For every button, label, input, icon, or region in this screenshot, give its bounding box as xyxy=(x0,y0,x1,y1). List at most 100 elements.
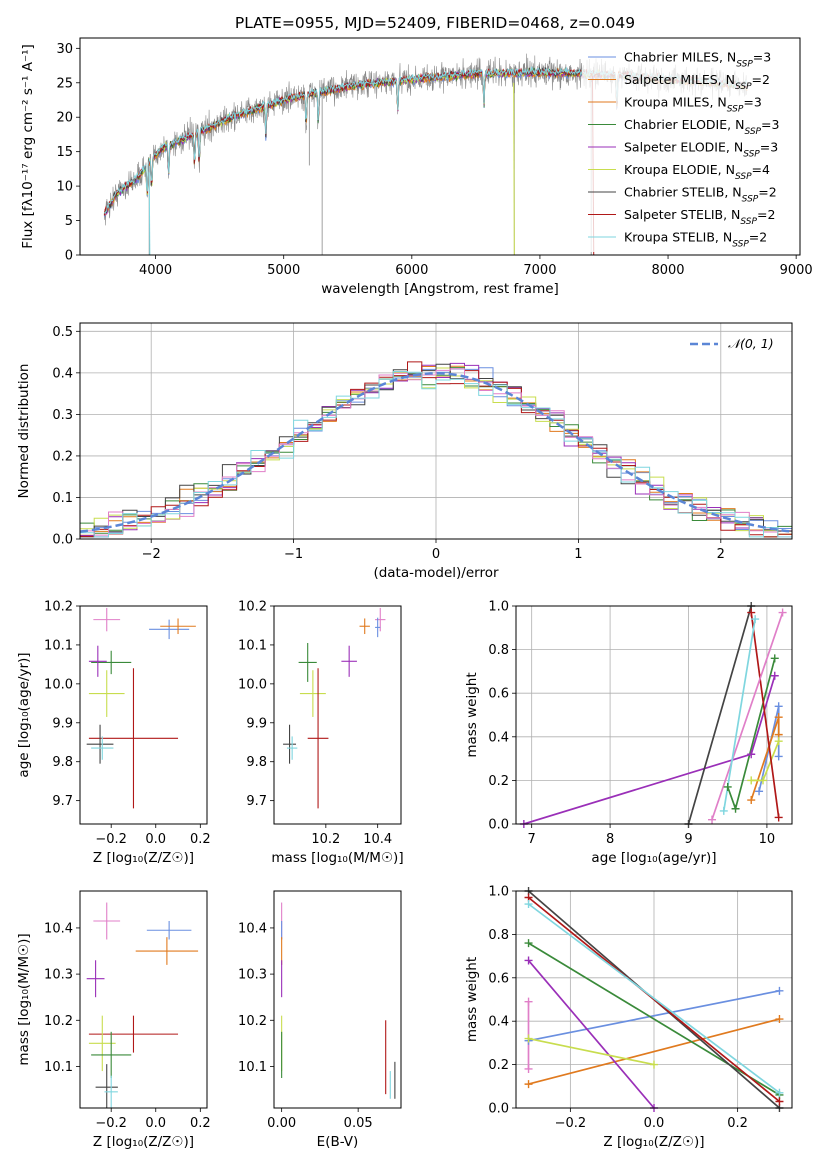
y-tick-label: 0.4 xyxy=(488,730,509,745)
plus-marker xyxy=(524,956,533,965)
data-point xyxy=(160,618,196,635)
x-tick-label: 9000 xyxy=(780,263,813,278)
legend-label: Kroupa STELIB, NSSP=2 xyxy=(624,230,767,250)
plus-marker xyxy=(650,1060,658,1069)
x-axis-label: (data-model)/error xyxy=(373,565,499,581)
legend-label: Salpeter STELIB, NSSP=2 xyxy=(624,207,775,227)
x-tick-label: 6000 xyxy=(395,263,428,278)
y-axis-label: mass weight xyxy=(464,957,480,1042)
x-tick-label: 4000 xyxy=(139,263,172,278)
plus-marker xyxy=(747,796,756,805)
x-axis-label: Z [log₁₀(Z/Z☉)] xyxy=(93,1134,194,1150)
y-tick-label: 10.2 xyxy=(238,1014,267,1029)
spectrum-panel: 4000 5000 6000 7000 8000 9000 0 5 10 15 20 25 30 wave… xyxy=(20,37,813,297)
x-tick-label: 10 xyxy=(759,832,776,847)
legend-label: Chabrier STELIB, NSSP=2 xyxy=(624,185,777,205)
plus-marker xyxy=(723,782,732,791)
legend-label: Chabrier MILES, NSSP=3 xyxy=(624,50,771,70)
y-tick-label: 0.4 xyxy=(488,1015,509,1030)
plot-area xyxy=(281,902,396,1099)
plus-marker xyxy=(774,813,783,822)
x-tick-label: 10.4 xyxy=(363,832,392,847)
y-tick-label: 10.0 xyxy=(44,677,73,692)
x-tick-label: 7 xyxy=(528,832,536,847)
weight-line xyxy=(527,896,781,1103)
plot-area xyxy=(523,606,784,824)
plus-marker xyxy=(524,1034,533,1043)
plus-marker xyxy=(778,608,787,617)
model-cutoff-line xyxy=(513,82,515,255)
x-tick-label: 0.2 xyxy=(190,1116,211,1131)
y-tick-label: 0.6 xyxy=(488,971,509,986)
plus-marker xyxy=(775,1097,784,1106)
plus-marker xyxy=(524,1080,533,1089)
y-tick-label: 0.2 xyxy=(488,1058,509,1073)
x-tick-label: 0.0 xyxy=(145,832,166,847)
x-tick-label: 0.0 xyxy=(145,1116,166,1131)
plus-marker xyxy=(747,776,756,785)
weight-line xyxy=(528,942,780,1096)
legend-box xyxy=(582,44,792,252)
y-tick-label: 10.2 xyxy=(44,1014,73,1029)
plus-marker xyxy=(770,654,779,663)
legend-label: Salpeter ELODIE, NSSP=3 xyxy=(624,140,778,160)
y-tick-label: 5 xyxy=(65,214,73,229)
plus-marker xyxy=(775,1088,784,1097)
legend-label: Kroupa ELODIE, NSSP=4 xyxy=(624,162,770,182)
data-point xyxy=(93,902,121,940)
plus-marker xyxy=(747,750,756,759)
data-point xyxy=(91,736,114,760)
data-point xyxy=(104,1075,118,1108)
data-point xyxy=(375,617,381,638)
histogram-step xyxy=(80,371,792,539)
y-tick-label: 10.3 xyxy=(44,968,73,983)
weight-line xyxy=(528,1037,655,1066)
y-tick-label: 0.5 xyxy=(52,325,73,340)
y-tick-label: 9.7 xyxy=(246,794,267,809)
legend-label: 𝒩(0, 1) xyxy=(728,336,774,351)
x-axis-label: Z [log₁₀(Z/Z☉)] xyxy=(93,850,194,866)
x-tick-label: 9 xyxy=(684,832,692,847)
y-tick-label: 10.1 xyxy=(44,1060,73,1075)
y-tick-label: 9.7 xyxy=(52,794,73,809)
mass-vs-ebv-panel: 0.00 0.05 10.1 10.2 10.3 10.4 E(B-V) xyxy=(238,890,402,1150)
residuals-panel: −2 −1 0 1 2 0.0 0.1 0.2 0.3 0.4 0.5 (data-model)/er… xyxy=(16,322,793,581)
weight-line xyxy=(687,606,753,824)
y-axis-label: mass weight xyxy=(464,672,480,757)
y-axis-label: Normed distribution xyxy=(16,364,32,499)
axes-frame xyxy=(273,890,402,1109)
y-tick-label: 0.0 xyxy=(488,1102,509,1117)
data-point xyxy=(86,724,114,764)
weight-line xyxy=(527,903,781,1094)
data-point xyxy=(91,1031,132,1078)
y-tick-label: 10.0 xyxy=(238,677,267,692)
plus-marker xyxy=(770,671,779,680)
axes-frame xyxy=(79,890,208,1109)
weight-line xyxy=(527,959,655,1108)
x-tick-label: 0.0 xyxy=(644,1116,665,1131)
y-tick-label: 9.9 xyxy=(246,716,267,731)
x-tick-label: 0.2 xyxy=(727,1116,748,1131)
y-axis-label: age [log₁₀(age/yr)] xyxy=(16,652,32,777)
axes-frame xyxy=(515,890,793,1109)
y-tick-label: 0.0 xyxy=(488,818,509,833)
data-point xyxy=(95,1064,118,1108)
legend-label: Salpeter MILES, NSSP=2 xyxy=(624,72,770,92)
age-vs-mass-panel: 10.2 10.4 9.7 9.8 9.9 10.0 10.1 10.2 mass [log₁₀… xyxy=(238,600,404,867)
plus-marker xyxy=(708,815,717,824)
data-point xyxy=(359,618,370,635)
plus-marker xyxy=(775,986,784,995)
weight-line xyxy=(528,1018,780,1085)
y-tick-label: 0.2 xyxy=(52,449,73,464)
x-tick-label: −0.2 xyxy=(95,832,127,847)
y-tick-label: 10.1 xyxy=(238,638,267,653)
plus-marker xyxy=(774,702,783,711)
y-tick-label: 0.0 xyxy=(52,533,73,548)
x-axis-label: Z [log₁₀(Z/Z☉)] xyxy=(603,1134,704,1150)
plus-marker xyxy=(774,752,783,761)
data-point xyxy=(86,960,105,998)
plus-marker xyxy=(524,997,533,1006)
y-tick-label: 0 xyxy=(65,249,73,264)
x-tick-label: 8 xyxy=(606,832,614,847)
x-tick-label: 0 xyxy=(432,547,440,562)
